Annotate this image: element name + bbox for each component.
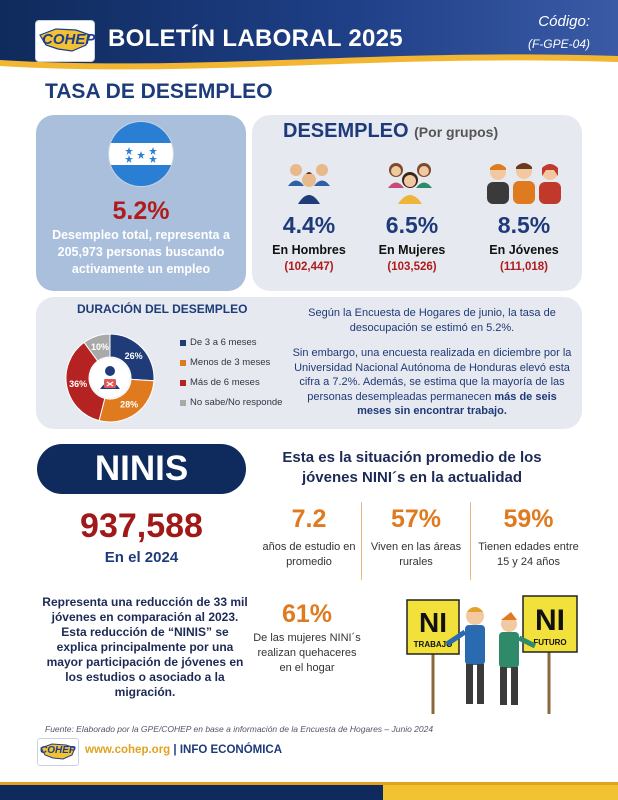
sign-right-small: FUTURO	[533, 638, 566, 647]
sign-left-big: NI	[419, 607, 447, 638]
stat-label: años de estudio en promedio	[262, 541, 356, 568]
pie-data-label: 26%	[125, 351, 143, 361]
legend-label: Menos de 3 meses	[190, 357, 271, 368]
footer-accent-line	[0, 782, 618, 785]
legend-swatch	[180, 339, 186, 346]
footer-bar	[0, 785, 618, 800]
group-youth-count: (111,018)	[500, 261, 548, 273]
bulletin-title: BOLETÍN LABORAL 2025	[108, 25, 403, 52]
footer-links: www.cohep.org | INFO ECONÓMICA	[85, 744, 282, 756]
legend-label: No sabe/No responde	[190, 397, 283, 408]
cohep-logo: COHEP	[35, 20, 95, 62]
duration-paragraph-1: Según la Encuesta de Hogares de junio, l…	[308, 307, 556, 334]
group-men-label: En Hombres	[272, 243, 346, 257]
group-youth-label: En Jóvenes	[489, 243, 559, 257]
duration-legend: De 3 a 6 meses Menos de 3 meses Más de 6…	[180, 337, 282, 408]
website-link[interactable]: www.cohep.org	[85, 744, 171, 756]
group-women-count: (103,526)	[387, 261, 437, 273]
stat-rural: 57% Viven en las áreas rurales	[366, 505, 466, 570]
duration-paragraph-2: Sin embargo, una encuesta realizada en d…	[292, 346, 572, 419]
nini-protest-illustration: NI TRABAJO NI FUTURO	[403, 594, 581, 718]
group-women-label: En Mujeres	[378, 243, 446, 257]
source-note: Fuente: Elaborado por la GPE/COHEP en ba…	[45, 724, 434, 734]
info-economica-label: INFO ECONÓMICA	[179, 744, 283, 756]
groups-title: DESEMPLEO (Por grupos)	[283, 120, 498, 143]
sign-left-small: TRABAJO	[414, 640, 453, 649]
legend-swatch	[180, 399, 186, 406]
ninis-number: 937,588	[80, 507, 203, 545]
stat-label: De las mujeres NINI´s realizan quehacere…	[253, 632, 361, 674]
groups-subtitle: (Por grupos)	[414, 124, 499, 140]
stat-label: Tienen edades entre 15 y 24 años	[478, 541, 579, 568]
ninis-description: Representa una reducción de 33 mil jóven…	[42, 595, 248, 699]
pie-data-label: 10%	[91, 342, 109, 352]
total-unemployment-rate: 5.2%	[112, 197, 170, 225]
stat-value: 57%	[390, 505, 442, 533]
header-wave	[0, 54, 618, 80]
duration-paragraph-2-bold: más de seis meses sin encontrar trabajo.	[357, 390, 557, 418]
slice-less-3-months	[98, 378, 155, 423]
code-label: Código:	[538, 13, 590, 30]
stat-value: 59%	[503, 505, 554, 533]
group-men-count: (102,447)	[284, 261, 334, 273]
pie-data-label: 28%	[120, 399, 138, 409]
slice-3-6-months	[109, 333, 155, 382]
legend-label: Más de 6 meses	[190, 377, 260, 388]
total-unemployment-description: Desempleo total, representa a 205,973 pe…	[52, 228, 230, 276]
unemployed-person-icon	[90, 358, 130, 398]
women-group-icon	[388, 163, 432, 204]
legend-item: Más de 6 meses	[180, 377, 282, 388]
group-men: 4.4% En Hombres (102,447)	[259, 212, 359, 273]
honduras-map-icon	[40, 743, 76, 760]
legend-item: Menos de 3 meses	[180, 357, 282, 368]
stat-divider	[361, 502, 362, 580]
group-women-pct: 6.5%	[385, 212, 439, 238]
section-title: TASA DE DESEMPLEO	[45, 80, 273, 103]
duration-title: DURACIÓN DEL DESEMPLEO	[77, 302, 248, 316]
stat-label: Viven en las áreas rurales	[370, 541, 462, 568]
stat-years-study: 7.2 años de estudio en promedio	[259, 505, 359, 570]
logo-text: COHEP	[42, 31, 96, 48]
legend-swatch	[180, 379, 186, 386]
group-men-pct: 4.4%	[282, 212, 336, 238]
ninis-year: En el 2024	[104, 549, 179, 566]
stat-housework: 61% De las mujeres NINI´s realizan queha…	[252, 600, 362, 676]
honduras-map-icon	[39, 28, 91, 52]
group-youth: 8.5% En Jóvenes (111,018)	[474, 212, 574, 273]
duration-pie-chart: 26% 28% 36% 10%	[65, 333, 155, 423]
stat-age: 59% Tienen edades entre 15 y 24 años	[476, 505, 581, 570]
sign-right-big: NI	[535, 604, 565, 637]
legend-item: De 3 a 6 meses	[180, 337, 282, 348]
ninis-title-pill: NINIS	[37, 444, 246, 494]
group-women: 6.5% En Mujeres (103,526)	[362, 212, 462, 273]
stat-value: 61%	[281, 600, 333, 628]
legend-swatch	[180, 359, 186, 366]
stat-value: 7.2	[291, 505, 327, 533]
duration-paragraph-2-text: Sin embargo, una encuesta realizada en d…	[292, 347, 572, 403]
stat-divider	[470, 502, 471, 580]
code-value: (F-GPE-04)	[527, 37, 590, 51]
youth-group-icon	[487, 163, 561, 204]
pie-data-label: 36%	[69, 379, 87, 389]
slice-no-answer	[83, 333, 111, 362]
slice-more-6-months	[65, 341, 106, 422]
group-youth-pct: 8.5%	[497, 212, 551, 238]
legend-label: De 3 a 6 meses	[190, 337, 257, 348]
groups-title-main: DESEMPLEO	[283, 120, 409, 142]
honduras-flag-icon	[108, 121, 174, 187]
legend-item: No sabe/No responde	[180, 397, 282, 408]
footer-cohep-logo: COHEP	[37, 738, 79, 766]
footer-logo-text: COHEP	[40, 745, 76, 756]
men-group-icon	[288, 164, 330, 204]
situation-title: Esta es la situación promedio de los jóv…	[282, 449, 542, 486]
footer-separator: |	[170, 744, 180, 756]
